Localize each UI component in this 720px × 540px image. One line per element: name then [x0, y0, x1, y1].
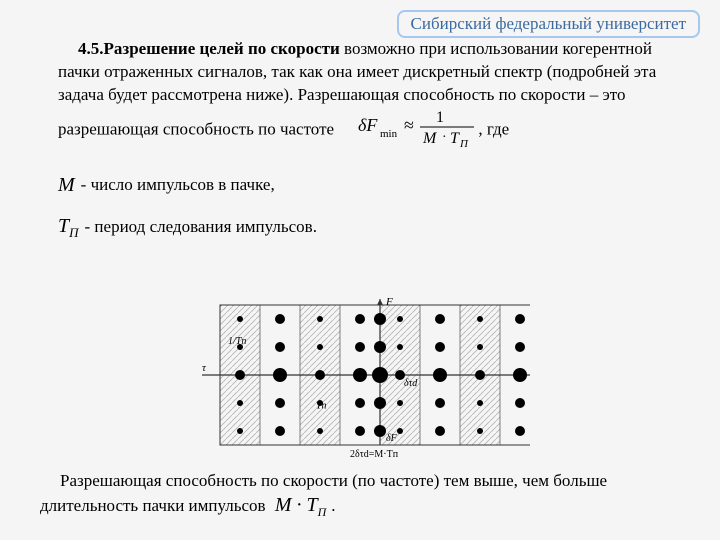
paragraph-1: 4.5.Разрешение целей по скорости возможн… [58, 38, 680, 154]
line-T-text: - период следования импульсов. [85, 216, 317, 239]
section-title: 4.5.Разрешение целей по скорости [78, 39, 340, 58]
svg-text:·: · [442, 130, 447, 145]
svg-text:F: F [385, 296, 393, 308]
svg-text:T: T [450, 130, 460, 147]
ambiguity-diagram: Fτdτ1/TпδτdTпδF2δτd=M·Tп [190, 295, 530, 465]
main-content: 4.5.Разрешение целей по скорости возможн… [58, 38, 680, 241]
university-header: Сибирский федеральный университет [397, 10, 700, 38]
line-M-text: - число импульсов в пачке, [81, 174, 275, 197]
symbol-T: TП [58, 213, 79, 242]
formula-mtp: M · TП [270, 494, 331, 516]
svg-text:τ: τ [202, 362, 207, 374]
line-M: M - число импульсов в пачке, [58, 172, 680, 199]
svg-text:1/Tп: 1/Tп [228, 336, 246, 347]
svg-text:δτd: δτd [404, 378, 418, 389]
svg-text:min: min [380, 128, 398, 140]
svg-text:δF: δF [386, 433, 398, 444]
svg-text:M: M [422, 130, 438, 147]
line-T: TП - период следования импульсов. [58, 213, 680, 242]
svg-text:δF: δF [358, 115, 378, 135]
bottom-paragraph: Разрешающая способность по скорости (по … [40, 470, 690, 521]
svg-text:1: 1 [436, 109, 444, 126]
svg-text:П: П [459, 138, 469, 147]
formula-delta-f: δF min ≈ 1 M · T П [338, 107, 478, 154]
svg-text:≈: ≈ [404, 115, 414, 135]
para1-tail: , где [478, 119, 509, 138]
svg-text:Tп: Tп [316, 401, 327, 412]
svg-text:2δτd=M·Tп: 2δτd=M·Tп [350, 449, 399, 460]
symbol-M: M [58, 172, 75, 199]
